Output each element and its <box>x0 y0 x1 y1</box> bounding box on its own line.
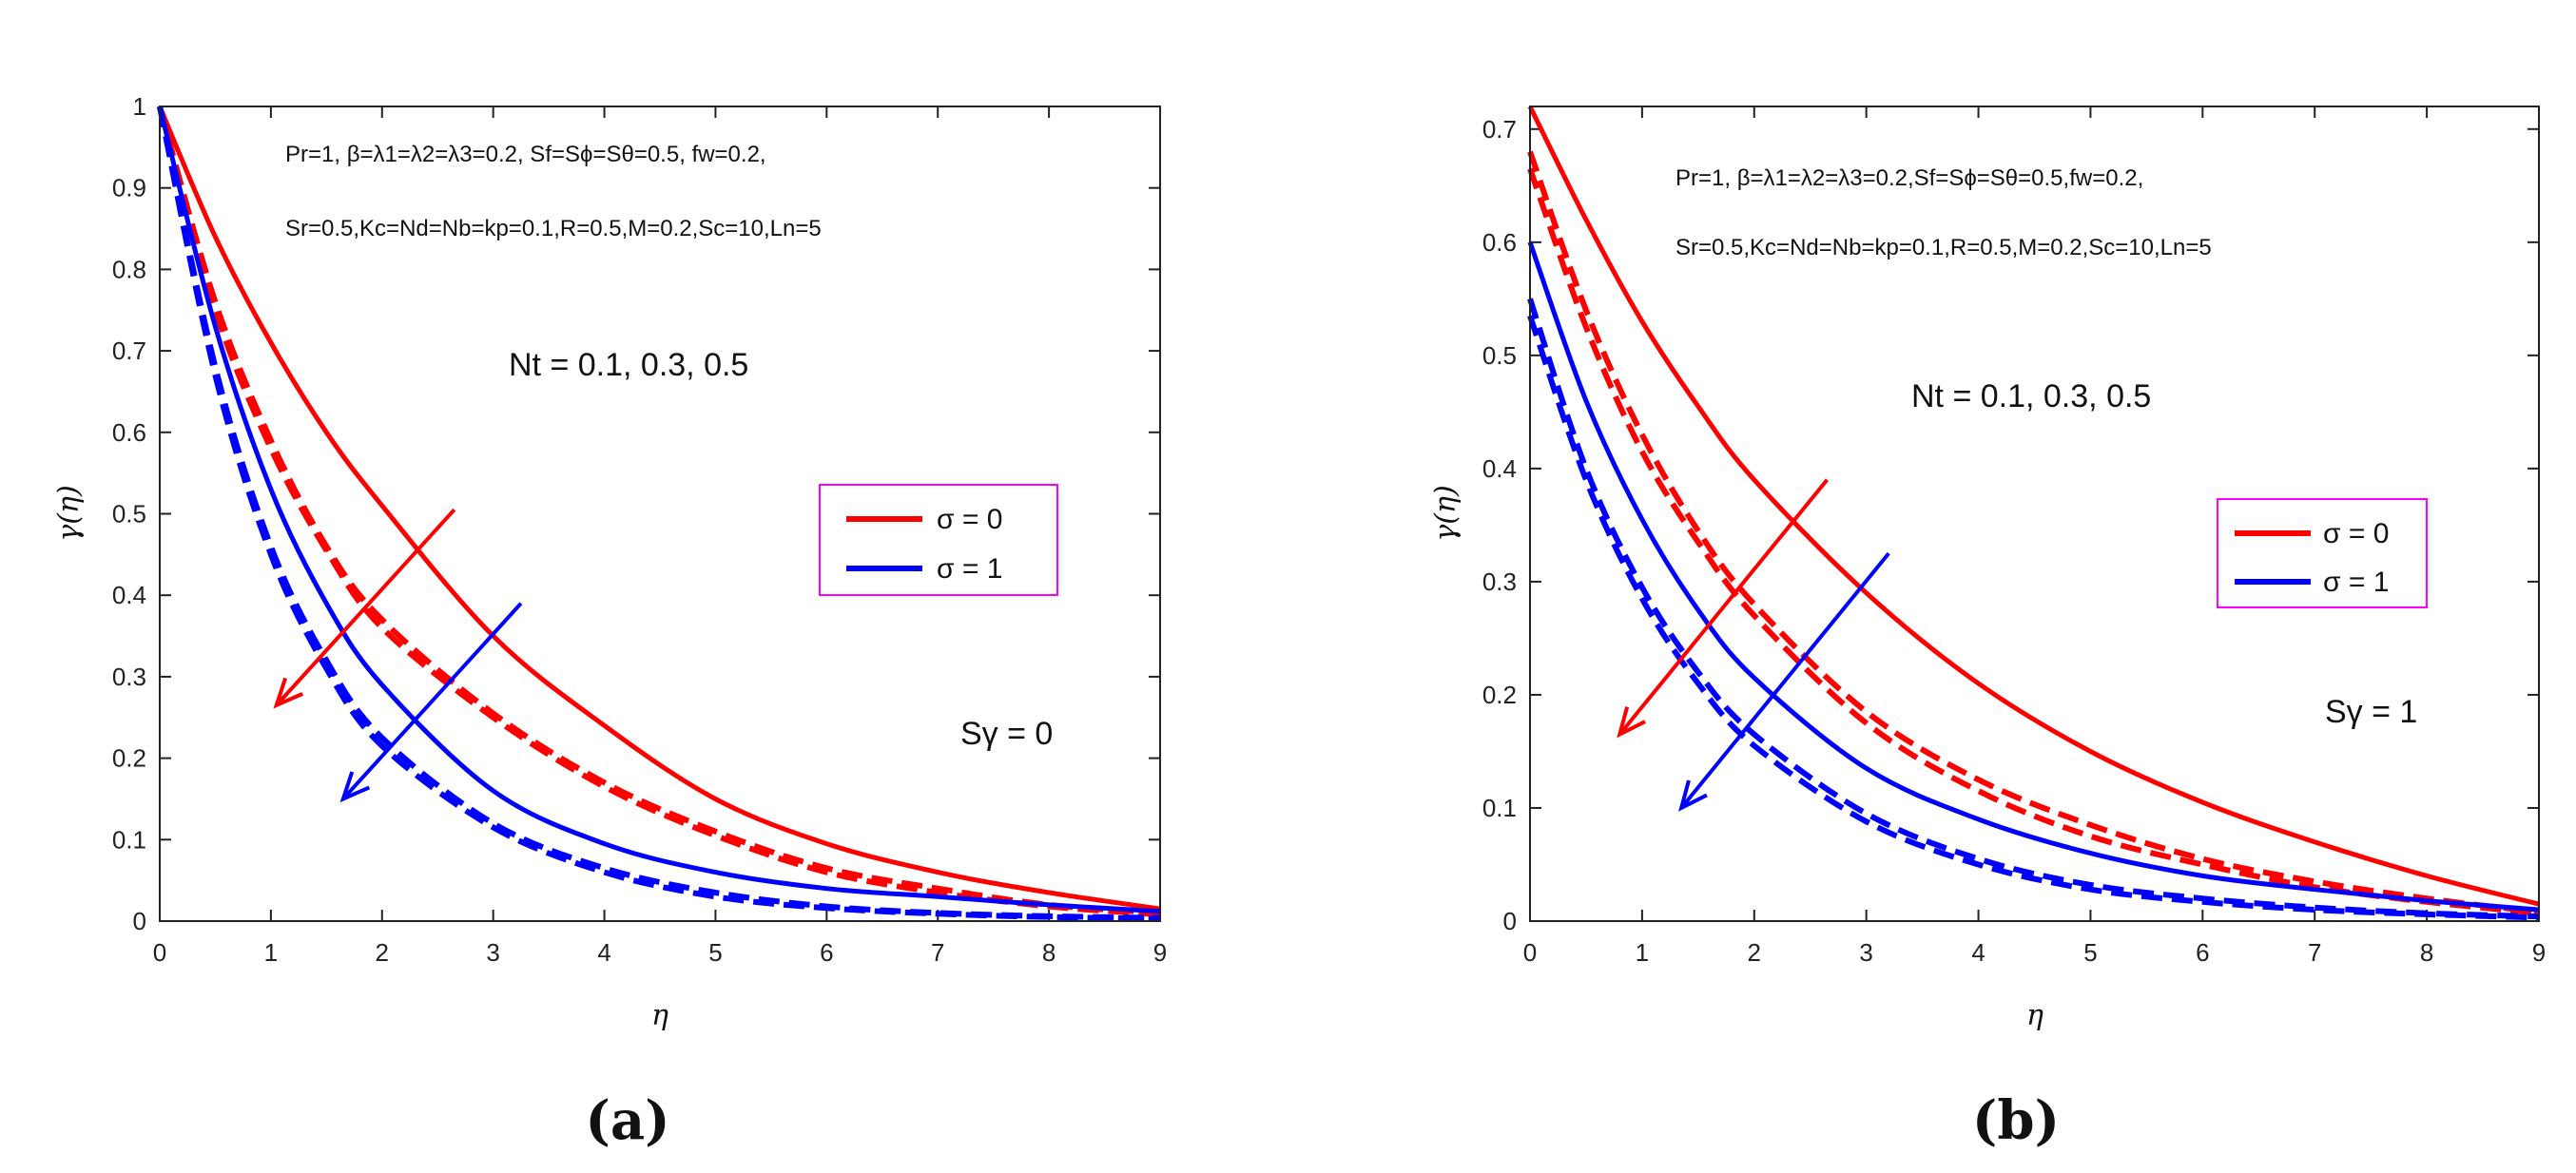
y-tick-label: 0 <box>133 907 146 935</box>
x-tick-label: 9 <box>1153 938 1167 967</box>
y-tick-label: 0 <box>1503 907 1517 935</box>
y-tick-label: 0.4 <box>1482 454 1517 483</box>
trend-arrow-head <box>273 677 304 709</box>
x-tick-label: 9 <box>2532 938 2546 967</box>
y-tick-label: 0.3 <box>112 663 146 691</box>
x-tick-label: 1 <box>1636 938 1649 967</box>
a-params-line2: Sr=0.5,Kc=Nd=Nb=kp=0.1,R=0.5,M=0.2,Sc=10… <box>285 216 822 241</box>
x-tick-label: 5 <box>708 938 722 967</box>
a-params-line1: Pr=1, β=λ1=λ2=λ3=0.2, Sf=Sϕ=Sθ=0.5, fw=0… <box>285 142 766 167</box>
x-tick-label: 6 <box>2196 938 2209 967</box>
series-line <box>157 106 1161 918</box>
a-nt-label: Nt = 0.1, 0.3, 0.5 <box>509 347 748 383</box>
series-line <box>157 106 1161 914</box>
y-tick-label: 0.7 <box>112 337 146 365</box>
trend-arrow <box>1679 551 1890 810</box>
trend-arrow <box>341 602 523 800</box>
x-tick-label: 7 <box>2308 938 2321 967</box>
y-tick-label: 0.6 <box>1482 228 1517 257</box>
x-tick-label: 5 <box>2083 938 2097 967</box>
y-tick-label: 0.1 <box>112 825 146 854</box>
x-tick-label: 0 <box>153 938 166 967</box>
x-tick-label: 6 <box>820 938 833 967</box>
a-legend-label-sigma1: σ = 1 <box>937 553 1002 585</box>
b-legend: σ = 0 σ = 1 <box>2217 498 2428 608</box>
series-line <box>1527 315 2540 921</box>
y-tick-label: 0.1 <box>1482 794 1517 822</box>
a-panel-caption: (a) <box>585 1089 669 1152</box>
panel-a: 0 1 2 3 4 5 6 7 8 900.10.20.30.40.50.60.70.80.91 … <box>52 92 1167 1152</box>
trend-arrow-head <box>339 771 371 803</box>
y-tick-label: 0.9 <box>112 174 146 202</box>
b-nt-label: Nt = 0.1, 0.3, 0.5 <box>1911 378 2151 414</box>
y-tick-label: 0.7 <box>1482 115 1517 144</box>
x-tick-label: 4 <box>1971 938 1985 967</box>
a-legend: σ = 0 σ = 1 <box>819 484 1058 596</box>
a-y-axis-label: γ(η) <box>52 485 86 541</box>
series-line <box>157 106 1161 912</box>
y-tick-label: 0.4 <box>112 581 146 609</box>
x-tick-label: 7 <box>931 938 944 967</box>
series-line <box>1527 298 2540 920</box>
b-params-line2: Sr=0.5,Kc=Nd=Nb=kp=0.1,R=0.5,M=0.2,Sc=10… <box>1675 235 2212 260</box>
series-line <box>157 106 1161 922</box>
y-tick-label: 0.5 <box>112 500 146 529</box>
b-arrows <box>1617 478 1890 812</box>
a-x-axis-label: η <box>651 999 668 1032</box>
x-tick-label: 2 <box>376 938 389 967</box>
y-tick-label: 1 <box>133 92 146 121</box>
y-tick-label: 0.3 <box>1482 567 1517 596</box>
x-tick-label: 2 <box>1748 938 1761 967</box>
x-tick-label: 3 <box>486 938 499 967</box>
b-y-axis-label: γ(η) <box>1429 485 1462 541</box>
a-s-label: Sγ = 0 <box>960 716 1053 752</box>
b-plot-frame <box>1529 106 2540 922</box>
b-params-line1: Pr=1, β=λ1=λ2=λ3=0.2,Sf=Sϕ=Sθ=0.5,fw=0.2… <box>1675 165 2143 191</box>
x-tick-label: 8 <box>2420 938 2433 967</box>
a-legend-box <box>819 484 1058 596</box>
a-plot-frame <box>159 106 1161 922</box>
trend-arrow <box>275 508 456 707</box>
trend-arrow-head <box>1678 779 1708 812</box>
b-panel-caption: (b) <box>1972 1089 2060 1152</box>
x-tick-label: 4 <box>597 938 610 967</box>
a-legend-label-sigma0: σ = 0 <box>937 504 1002 535</box>
b-ticks: 0 1 2 3 4 5 6 7 8 9 0 0.1 0.2 0.3 0.4 0.5 0.6 0.7 <box>1482 106 2546 967</box>
a-arrows <box>273 508 523 803</box>
y-tick-label: 0.2 <box>112 744 146 773</box>
b-curves <box>1527 105 2540 921</box>
x-tick-label: 8 <box>1042 938 1056 967</box>
b-legend-label-sigma1: σ = 1 <box>2323 567 2389 598</box>
a-ticks: 0 1 2 3 4 5 6 7 8 9 0 0.1 0.2 0.3 0.4 0.5 0.6 0.7 0.8 0.9 1 <box>112 92 1167 967</box>
x-tick-label: 0 <box>1523 938 1537 967</box>
panel-b: 0 1 2 3 4 5 6 7 8 9 0 0.1 0.2 0.3 0.4 0.5 0.6 0.7 Pr=1, β… <box>1429 105 2546 1152</box>
y-tick-label: 0.8 <box>112 255 146 283</box>
a-curves <box>157 106 1161 922</box>
series-line <box>157 106 1161 916</box>
y-tick-label: 0.2 <box>1482 681 1517 709</box>
x-tick-label: 1 <box>264 938 278 967</box>
trend-arrow <box>1617 478 1829 736</box>
y-tick-label: 0.6 <box>112 418 146 447</box>
series-line <box>1527 105 2540 907</box>
series-line <box>1527 240 2540 913</box>
series-line <box>1527 150 2540 915</box>
b-x-axis-label: η <box>2026 999 2043 1032</box>
x-tick-label: 3 <box>1859 938 1872 967</box>
b-legend-box <box>2217 498 2428 608</box>
trend-arrow-head <box>1617 706 1646 739</box>
b-s-label: Sγ = 1 <box>2325 694 2417 730</box>
y-tick-label: 0.5 <box>1482 341 1517 370</box>
b-legend-label-sigma0: σ = 0 <box>2323 518 2389 549</box>
